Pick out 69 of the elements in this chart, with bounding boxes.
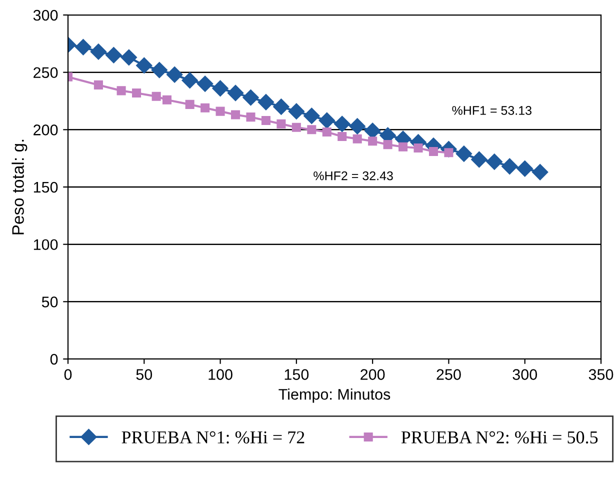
annotation: %HF2 = 32.43	[314, 171, 393, 180]
x-tick-label: 250	[436, 369, 461, 380]
point	[338, 132, 347, 142]
point	[120, 49, 137, 66]
point	[532, 164, 548, 180]
point	[166, 66, 183, 83]
point	[152, 92, 161, 101]
point	[162, 95, 172, 104]
point	[516, 160, 533, 177]
point	[307, 125, 316, 134]
point	[364, 122, 381, 139]
point	[242, 90, 259, 106]
point	[132, 88, 142, 98]
point	[292, 122, 301, 132]
y-tick-label: 250	[34, 67, 58, 78]
x-tick-label: 0	[64, 369, 72, 380]
point	[200, 103, 210, 112]
point	[288, 103, 304, 120]
point	[258, 94, 274, 110]
point	[486, 154, 502, 170]
point	[304, 108, 320, 124]
y-tick-label: 150	[34, 182, 58, 193]
point	[185, 100, 194, 109]
annotation: %HF1 = 53.13	[452, 106, 532, 115]
x-tick-label: 150	[284, 369, 309, 380]
point	[349, 118, 366, 134]
point	[106, 47, 122, 64]
point	[136, 57, 152, 74]
point	[246, 112, 256, 122]
point	[75, 39, 92, 56]
point	[383, 140, 392, 150]
point	[273, 98, 290, 115]
point	[334, 116, 350, 132]
point	[368, 136, 378, 146]
point	[428, 146, 438, 156]
x-tick-label: 200	[360, 369, 385, 380]
point	[398, 142, 408, 152]
point	[151, 62, 168, 78]
point	[261, 116, 270, 126]
point	[216, 106, 225, 116]
point	[196, 76, 214, 92]
x-axis-title: Tiempo: Minutos	[278, 388, 390, 403]
point	[231, 110, 240, 120]
point	[322, 127, 332, 136]
y-tick-label: 300	[33, 10, 58, 21]
legend-label: PRUEBA N°1: %Hi = 72	[122, 431, 304, 444]
point	[502, 158, 518, 174]
x-tick-label: 100	[208, 369, 232, 380]
y-axis-title: Peso total: g.	[12, 140, 28, 234]
point	[456, 146, 472, 162]
x-tick-label: 300	[512, 369, 538, 380]
y-tick-label: 200	[34, 124, 58, 136]
y-tick-label: 50	[42, 296, 58, 308]
legend-label: PRUEBA N°2: %Hi = 50.5	[401, 431, 598, 444]
point	[352, 134, 362, 144]
point	[212, 80, 228, 96]
point	[182, 72, 198, 88]
y-tick-label: 100	[34, 239, 58, 250]
point	[471, 151, 488, 168]
y-tick-label: 0	[50, 354, 58, 365]
x-tick-label: 50	[136, 369, 152, 380]
point	[318, 112, 335, 129]
point	[227, 84, 244, 102]
x-tick-label: 350	[588, 369, 614, 380]
point	[276, 119, 286, 128]
point	[116, 86, 126, 96]
point	[90, 44, 107, 60]
point	[414, 144, 423, 153]
point	[94, 80, 103, 90]
